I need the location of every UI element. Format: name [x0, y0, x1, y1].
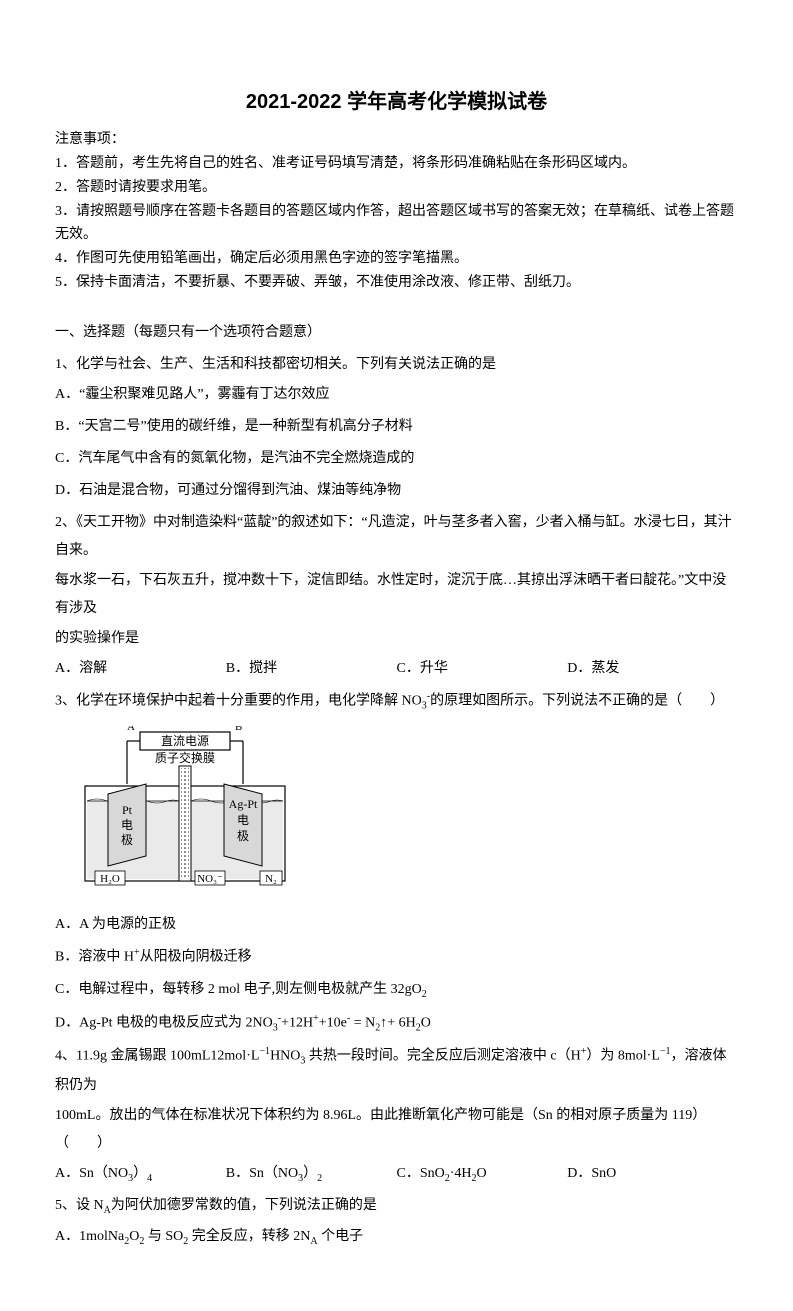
q4-b-mid: ）	[303, 1166, 317, 1181]
q3-d-p6: = N	[350, 1015, 375, 1030]
q5-stem-sub: A	[104, 1205, 111, 1216]
q5-stem: 5、设 NA为阿伏加德罗常数的值，下列说法正确的是	[55, 1192, 738, 1221]
q3-option-a: A．A 为电源的正极	[55, 911, 738, 939]
terminal-a: A	[127, 726, 135, 733]
notice-item-3: 3．请按照题号顺序在答题卡各题目的答题区域内作答，超出答题区域书写的答案无效；在…	[55, 200, 738, 248]
q1-stem: 1、化学与社会、生产、生活和科技都密切相关。下列有关说法正确的是	[55, 351, 738, 379]
q4-line2: 100mL。放出的气体在标准状况下体积约为 8.96L。由此推断氧化产物可能是（…	[55, 1102, 738, 1158]
q4-a-sub2: 4	[147, 1172, 152, 1183]
q2-option-b: B．搅拌	[226, 655, 397, 683]
q4-option-b: B．Sn（NO3）2	[226, 1160, 397, 1189]
q5-a-mid3: 完全反应，转移 2N	[188, 1229, 310, 1244]
notice-item-1: 1．答题前，考生先将自己的姓名、准考证号码填写清楚，将条形码准确粘贴在条形码区域…	[55, 152, 738, 176]
q4-c-mid: ·4H	[450, 1166, 472, 1181]
left-electrode-label-2: 电	[121, 818, 133, 832]
q3-stem-prefix: 3、化学在环境保护中起着十分重要的作用，电化学降解 NO	[55, 693, 422, 708]
q3-b-prefix: B．溶液中 H	[55, 950, 134, 965]
q4-c-suffix: O	[477, 1166, 487, 1181]
q4-a-mid: ）	[133, 1166, 147, 1181]
q1-option-b: B．“天宫二号”使用的碳纤维，是一种新型有机高分子材料	[55, 413, 738, 441]
q1-option-c: C．汽车尾气中含有的氮氧化物，是汽油不完全燃烧造成的	[55, 445, 738, 473]
q4-l1-mid3: ）为 8mol·L	[586, 1049, 660, 1064]
electrolysis-diagram: 直流电源 A B 质子交换膜 Pt 电 极	[75, 726, 295, 896]
q3-diagram: 直流电源 A B 质子交换膜 Pt 电 极	[75, 726, 295, 901]
no3-label: NO₃⁻	[197, 873, 223, 885]
q4-c-prefix: C．SnO	[397, 1166, 445, 1181]
q1-option-a: A．“霾尘积聚难见路人”，雾霾有丁达尔效应	[55, 381, 738, 409]
q3-d-p8: ↑+ 6H	[380, 1015, 416, 1030]
q2-stem-line1: 2、《天工开物》中对制造染料“蓝靛”的叙述如下：“凡造淀，叶与茎多者入窖，少者入…	[55, 509, 738, 565]
q5-a-prefix: A．1molNa	[55, 1229, 124, 1244]
right-electrode-label-3: 极	[237, 829, 249, 843]
q2-stem-line2: 每水浆一石，下石灰五升，搅冲数十下，淀信即结。水性定时，淀沉于底…其掠出浮沫晒干…	[55, 567, 738, 623]
q3-d-p10: O	[421, 1015, 431, 1030]
q4-l1-mid: HNO	[270, 1049, 300, 1064]
page-title: 2021-2022 学年高考化学模拟试卷	[55, 85, 738, 114]
q4-option-d: D．SnO	[567, 1160, 738, 1189]
q2-options-row: A．溶解 B．搅拌 C．升华 D．蒸发	[55, 655, 738, 683]
q5-a-mid: O	[129, 1229, 139, 1244]
q4-options-row: A．Sn（NO3）4 B．Sn（NO3）2 C．SnO2·4H2O D．SnO	[55, 1160, 738, 1189]
h2o-label: H₂O	[100, 873, 120, 885]
left-electrode-label-1: Pt	[122, 803, 133, 817]
q4-b-prefix: B．Sn（NO	[226, 1166, 298, 1181]
q3-d-p4: +10e	[319, 1015, 347, 1030]
q3-c-prefix: C．电解过程中，每转移 2 mol 电子,则左侧电极就产生 32gO	[55, 982, 422, 997]
q2-option-c: C．升华	[397, 655, 568, 683]
q4-option-a: A．Sn（NO3）4	[55, 1160, 226, 1189]
q4-d-prefix: D．SnO	[567, 1166, 616, 1181]
q2-stem-line3: 的实验操作是	[55, 625, 738, 653]
q3-option-c: C．电解过程中，每转移 2 mol 电子,则左侧电极就产生 32gO2	[55, 976, 738, 1005]
q4-line1: 4、11.9g 金属锡跟 100mL12mol·L−1HNO3 共热一段时间。完…	[55, 1042, 738, 1099]
notice-item-5: 5．保持卡面清洁，不要折暴、不要弄破、弄皱，不准使用涂改液、修正带、刮纸刀。	[55, 271, 738, 295]
section-1-heading: 一、选择题（每题只有一个选项符合题意）	[55, 321, 738, 341]
q3-c-sub: 2	[422, 989, 427, 1000]
q4-a-prefix: A．Sn（NO	[55, 1166, 128, 1181]
q2-option-d: D．蒸发	[567, 655, 738, 683]
q4-l1-sup3: −1	[660, 1046, 671, 1057]
q4-l1-mid2: 共热一段时间。完全反应后测定溶液中 c（H	[305, 1049, 580, 1064]
q4-option-c: C．SnO2·4H2O	[397, 1160, 568, 1189]
q4-b-sub2: 2	[317, 1172, 322, 1183]
q3-d-p2: +12H	[281, 1015, 313, 1030]
left-electrode-label-3: 极	[121, 833, 133, 847]
notice-heading: 注意事项：	[55, 128, 738, 148]
q5-stem-suffix: 为阿伏加德罗常数的值，下列说法正确的是	[111, 1198, 377, 1213]
right-electrode-label-2: 电	[237, 813, 249, 827]
q1-option-d: D．石油是混合物，可通过分馏得到汽油、煤油等纯净物	[55, 477, 738, 505]
q4-l1-sup1: −1	[259, 1046, 270, 1057]
q3-stem: 3、化学在环境保护中起着十分重要的作用，电化学降解 NO3-的原理如图所示。下列…	[55, 687, 738, 716]
q3-stem-sub: 3	[422, 700, 427, 711]
q5-a-sub4: A	[310, 1236, 317, 1247]
right-electrode-label-1: Ag-Pt	[229, 797, 258, 811]
n2-label: N₂	[265, 873, 277, 885]
q5-a-mid2: 与 SO	[144, 1229, 183, 1244]
notice-item-2: 2．答题时请按要求用笔。	[55, 176, 738, 200]
q3-b-suffix: 从阳极向阴极迁移	[140, 950, 252, 965]
q3-option-b: B．溶液中 H+从阳极向阴极迁移	[55, 943, 738, 972]
notice-item-4: 4．作图可先使用铅笔画出，确定后必须用黑色字迹的签字笔描黑。	[55, 247, 738, 271]
q4-l1-prefix: 4、11.9g 金属锡跟 100mL12mol·L	[55, 1049, 259, 1064]
membrane-label: 质子交换膜	[155, 750, 215, 765]
q3-stem-suffix: 的原理如图所示。下列说法不正确的是（ ）	[430, 693, 724, 708]
terminal-b: B	[235, 726, 242, 733]
q2-option-a: A．溶解	[55, 655, 226, 683]
q5-a-suffix: 个电子	[318, 1229, 364, 1244]
power-label: 直流电源	[161, 734, 209, 748]
q5-stem-prefix: 5、设 N	[55, 1198, 104, 1213]
q3-d-prefix: D．Ag-Pt 电极的电极反应式为 2NO	[55, 1015, 273, 1030]
q3-option-d: D．Ag-Pt 电极的电极反应式为 2NO3-+12H++10e- = N2↑+…	[55, 1009, 738, 1038]
q5-option-a: A．1molNa2O2 与 SO2 完全反应，转移 2NA 个电子	[55, 1223, 738, 1252]
